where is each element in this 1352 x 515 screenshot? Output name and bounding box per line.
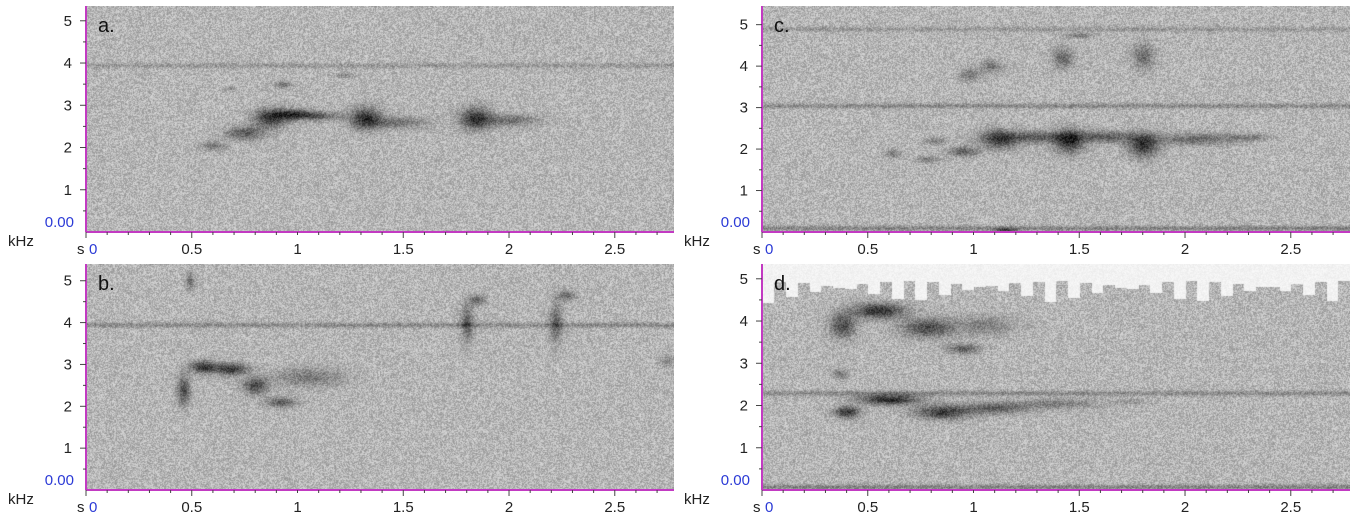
spectrogram-b-svg: 1 2 3 4 5 0.00 kHz s 0 0.5 1 1.5 2 2.5 b.: [8, 264, 674, 515]
y-unit-label: kHz: [684, 491, 710, 508]
y-unit-label: kHz: [8, 491, 34, 508]
y-zero-label: 0.00: [45, 214, 74, 231]
x-unit-label: s: [77, 499, 85, 515]
y-tick-label: 5: [740, 271, 748, 288]
spectrogram-panel-d: 1 2 3 4 5 0.00 kHz s 0 0.5 1 1.5 2 2.5 d.: [676, 258, 1352, 515]
x-tick-label: 0: [89, 499, 97, 515]
x-tick-label: 1: [969, 499, 977, 515]
panel-letter: a.: [98, 15, 115, 37]
x-tick-label: 1.5: [1069, 241, 1090, 257]
x-tick-label: 2: [1181, 499, 1189, 515]
y-tick-label: 2: [740, 141, 748, 158]
y-tick-label: 2: [64, 398, 72, 415]
spectrogram-panel-b: 1 2 3 4 5 0.00 kHz s 0 0.5 1 1.5 2 2.5 b.: [0, 258, 676, 515]
y-zero-label: 0.00: [45, 472, 74, 489]
y-tick-label: 3: [740, 100, 748, 117]
y-tick-label: 2: [64, 140, 72, 157]
y-tick-label: 4: [740, 58, 748, 75]
x-tick-label: 0.5: [857, 499, 878, 515]
x-axis: s 0 0.5 1 1.5 2 2.5: [77, 489, 674, 515]
x-unit-label: s: [753, 241, 761, 257]
x-tick-label: 1: [293, 499, 301, 515]
x-tick-label: 2: [505, 241, 513, 257]
x-tick-label: 0.5: [181, 499, 202, 515]
y-axis: 1 2 3 4 5 0.00 kHz: [684, 264, 763, 508]
x-tick-label: 0.5: [181, 241, 202, 257]
panel-letter: c.: [774, 15, 790, 37]
y-tick-label: 5: [64, 273, 72, 290]
y-tick-label: 3: [740, 355, 748, 372]
x-tick-label: 0: [765, 499, 773, 515]
y-tick-label: 4: [740, 313, 748, 330]
x-tick-label: 2: [1181, 241, 1189, 257]
y-tick-label: 4: [64, 315, 72, 332]
x-tick-label: 1.5: [393, 241, 414, 257]
spectrogram-image: [762, 264, 1350, 490]
y-tick-label: 4: [64, 55, 72, 72]
y-unit-label: kHz: [684, 233, 710, 250]
spectrogram-d-svg: 1 2 3 4 5 0.00 kHz s 0 0.5 1 1.5 2 2.5 d.: [684, 264, 1350, 515]
spectrogram-panel-c: 1 2 3 4 5 0.00 kHz s 0 0.5 1 1.5 2 2.5 c.: [676, 0, 1352, 257]
x-tick-label: 0: [765, 241, 773, 257]
x-tick-label: 1.5: [393, 499, 414, 515]
y-tick-label: 1: [64, 182, 72, 199]
y-tick-label: 5: [740, 17, 748, 34]
y-axis: 1 2 3 4 5 0.00 kHz: [8, 264, 87, 508]
y-zero-label: 0.00: [721, 472, 750, 489]
x-unit-label: s: [77, 241, 85, 257]
y-tick-label: 2: [740, 398, 748, 415]
x-unit-label: s: [753, 499, 761, 515]
y-tick-label: 3: [64, 97, 72, 114]
panel-letter: b.: [98, 273, 115, 295]
x-tick-label: 2: [505, 499, 513, 515]
x-tick-label: 1.5: [1069, 499, 1090, 515]
y-zero-label: 0.00: [721, 214, 750, 231]
spectrogram-image: [86, 6, 674, 232]
y-axis: 1 2 3 4 5 0.00 kHz: [8, 6, 87, 250]
y-tick-label: 1: [740, 440, 748, 457]
spectrogram-image: [86, 264, 674, 490]
spectrogram-panel-a: 1 2 3 4 5 0.00 kHz s 0 0.5 1 1.5 2 2.5 a.: [0, 0, 676, 257]
x-axis: s 0 0.5 1 1.5 2 2.5: [753, 489, 1350, 515]
y-tick-label: 3: [64, 356, 72, 373]
x-axis: s 0 0.5 1 1.5 2 2.5: [77, 231, 674, 257]
y-tick-label: 1: [740, 183, 748, 200]
spectrogram-image: [762, 6, 1350, 232]
y-tick-label: 1: [64, 440, 72, 457]
x-axis: s 0 0.5 1 1.5 2 2.5: [753, 231, 1350, 257]
y-axis: 1 2 3 4 5 0.00 kHz: [684, 6, 763, 250]
x-tick-label: 1: [969, 241, 977, 257]
x-tick-label: 2.5: [1280, 241, 1301, 257]
x-tick-label: 0: [89, 241, 97, 257]
x-tick-label: 2.5: [604, 499, 625, 515]
spectrogram-c-svg: 1 2 3 4 5 0.00 kHz s 0 0.5 1 1.5 2 2.5 c.: [684, 6, 1350, 257]
y-tick-label: 5: [64, 13, 72, 30]
x-tick-label: 2.5: [1280, 499, 1301, 515]
panel-letter: d.: [774, 273, 791, 295]
x-tick-label: 0.5: [857, 241, 878, 257]
y-unit-label: kHz: [8, 233, 34, 250]
x-tick-label: 1: [293, 241, 301, 257]
spectrogram-a-svg: 1 2 3 4 5 0.00 kHz s 0 0.5 1 1.5 2 2.5 a.: [8, 6, 674, 257]
x-tick-label: 2.5: [604, 241, 625, 257]
